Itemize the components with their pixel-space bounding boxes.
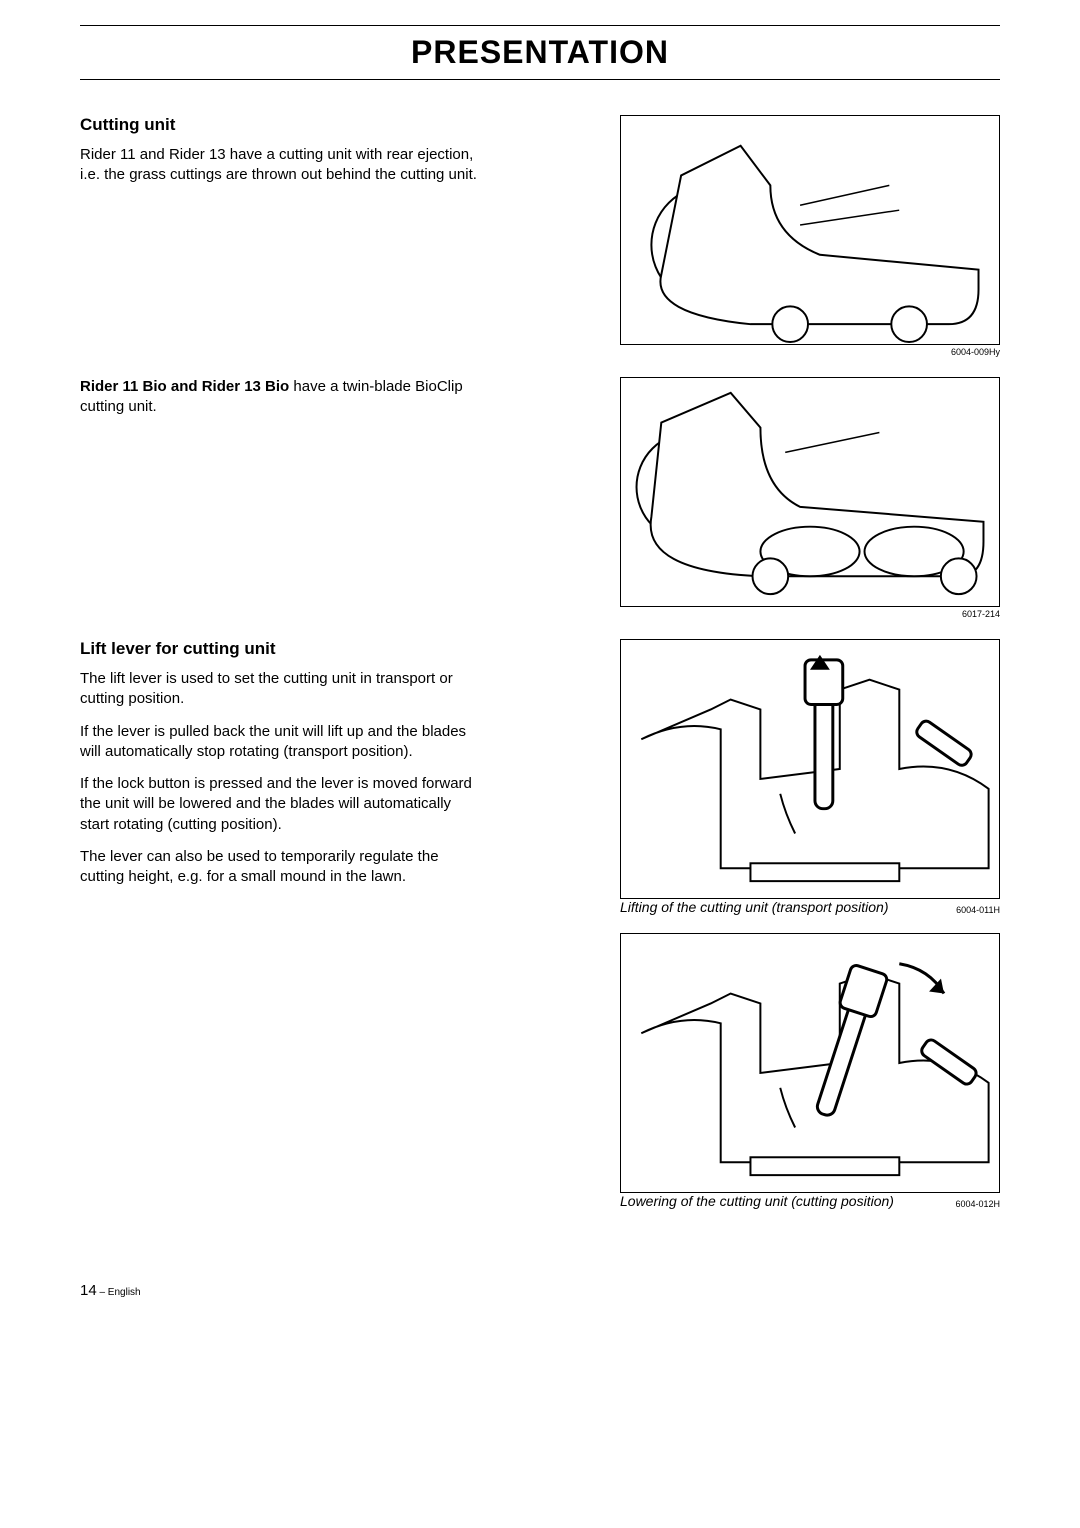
paragraph-lift-lever-2: If the lever is pulled back the unit wil… (80, 722, 480, 763)
text-column: Rider 11 Bio and Rider 13 Bio have a twi… (80, 377, 480, 430)
heading-cutting-unit: Cutting unit (80, 115, 480, 135)
text-column: Cutting unit Rider 11 and Rider 13 have … (80, 115, 480, 198)
paragraph-lift-lever-3: If the lock button is pressed and the le… (80, 774, 480, 835)
bold-lead-bio: Rider 11 Bio and Rider 13 Bio (80, 378, 289, 395)
figure-lift-transport (620, 639, 1000, 899)
page-content: Cutting unit Rider 11 and Rider 13 have … (80, 115, 1000, 1242)
figure-bioclip (620, 377, 1000, 607)
paragraph-lift-lever-4: The lever can also be used to temporaril… (80, 847, 480, 888)
page-header: PRESENTATION (80, 25, 1000, 80)
image-column: 6017-214 (510, 377, 1000, 624)
bioclip-illustration-icon (621, 378, 999, 606)
figure-caption-4: Lowering of the cutting unit (cutting po… (620, 1193, 894, 1209)
figure-rear-ejection (620, 115, 1000, 345)
caption-row-4: Lowering of the cutting unit (cutting po… (620, 1193, 1000, 1209)
figure-ref-1: 6004-009Hy (620, 347, 1000, 357)
image-column: Lifting of the cutting unit (transport p… (510, 639, 1000, 1227)
page-title: PRESENTATION (80, 34, 1000, 71)
figure-ref-2: 6017-214 (620, 609, 1000, 619)
footer-language: – English (97, 1287, 141, 1298)
paragraph-cutting-unit-1: Rider 11 and Rider 13 have a cutting uni… (80, 145, 480, 186)
lift-lever-down-icon (621, 934, 999, 1192)
figure-ref-4: 6004-012H (955, 1199, 1000, 1209)
paragraph-cutting-unit-2: Rider 11 Bio and Rider 13 Bio have a twi… (80, 377, 480, 418)
paragraph-lift-lever-1: The lift lever is used to set the cuttin… (80, 669, 480, 710)
figure-ref-3: 6004-011H (956, 905, 1000, 915)
lift-lever-up-icon (621, 640, 999, 898)
section-cutting-unit-row2: Rider 11 Bio and Rider 13 Bio have a twi… (80, 377, 1000, 624)
heading-lift-lever: Lift lever for cutting unit (80, 639, 480, 659)
page-number: 14 (80, 1282, 97, 1299)
text-column: Lift lever for cutting unit The lift lev… (80, 639, 480, 899)
image-column: 6004-009Hy (510, 115, 1000, 362)
page-footer: 14 – English (80, 1282, 1000, 1299)
figure-caption-3: Lifting of the cutting unit (transport p… (620, 899, 888, 915)
figure-lift-cutting (620, 933, 1000, 1193)
caption-row-3: Lifting of the cutting unit (transport p… (620, 899, 1000, 915)
section-cutting-unit-row1: Cutting unit Rider 11 and Rider 13 have … (80, 115, 1000, 362)
mower-illustration-icon (621, 116, 999, 344)
section-lift-lever-row1: Lift lever for cutting unit The lift lev… (80, 639, 1000, 1227)
